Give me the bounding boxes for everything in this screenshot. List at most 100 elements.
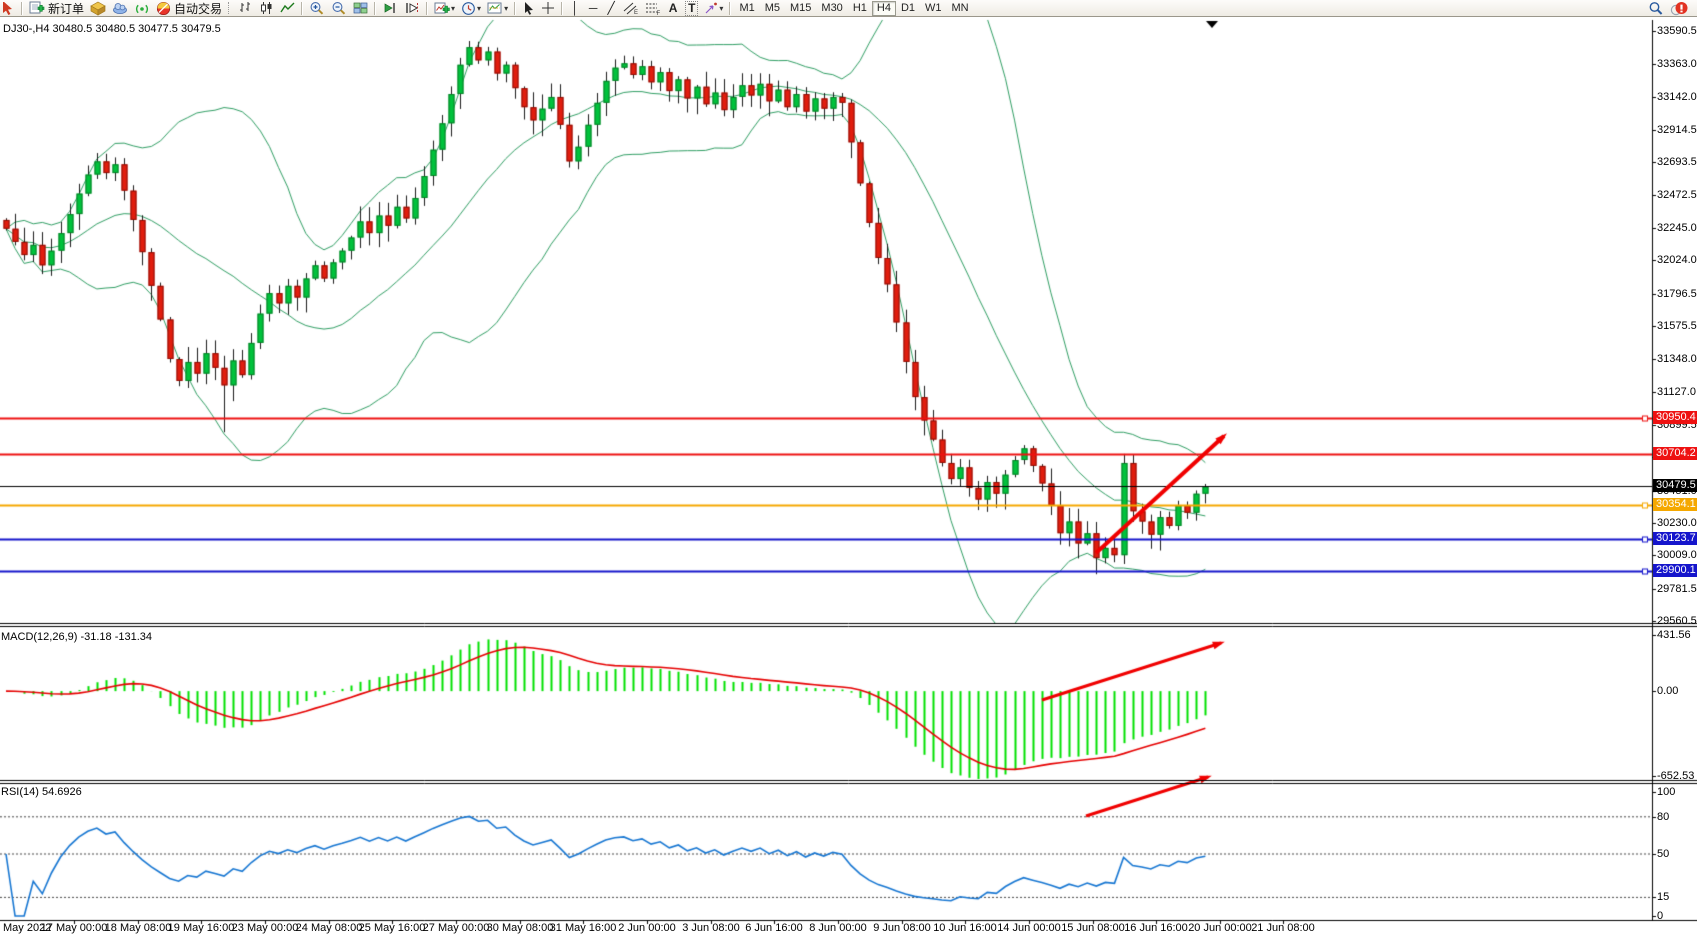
new-order-button[interactable]: 新订单	[26, 1, 87, 16]
autotrading-button[interactable]: 自动交易	[153, 1, 225, 16]
vertical-line-tool-button[interactable]: │	[566, 1, 584, 16]
new-order-label: 新订单	[48, 1, 85, 16]
channel-tool-button[interactable]: E	[620, 1, 642, 16]
time-tick-label: 6 Jun 16:00	[745, 922, 803, 934]
history-box-button[interactable]	[87, 1, 109, 16]
templates-button[interactable]: ▾	[484, 1, 511, 16]
fibonacci-tool-button[interactable]: F	[642, 1, 664, 16]
gold-box-icon	[90, 1, 106, 16]
toolbar-handle[interactable]	[228, 2, 232, 14]
time-tick-label: 23 May 00:00	[231, 922, 299, 934]
dropdown-caret-icon: ▾	[477, 3, 482, 13]
time-tick-label: 24 May 08:00	[295, 922, 363, 934]
notifications-button[interactable]	[1667, 1, 1691, 16]
chart-shift-button[interactable]	[401, 1, 423, 16]
indicators-button[interactable]: ▾	[431, 1, 458, 16]
price-tick-label: 33590.5	[1657, 25, 1697, 37]
arrows-tool-button[interactable]: ▾	[701, 1, 726, 16]
time-tick-label: 25 May 16:00	[358, 922, 426, 934]
horizontal-line-tool-button[interactable]: ─	[584, 1, 602, 16]
macd-tick-label: -652.53	[1657, 770, 1695, 782]
chart-canvas[interactable]	[0, 18, 1697, 935]
timeframe-button-h4[interactable]: H4	[871, 0, 896, 16]
bid-price-badge[interactable]: 30479.5	[1653, 479, 1697, 493]
toolbar-separator	[561, 1, 564, 15]
text-label-tool-button[interactable]: T	[682, 0, 701, 16]
rsi-label: RSI(14) 54.6926	[1, 786, 82, 798]
timeframe-button-mn[interactable]: MN	[951, 2, 969, 14]
cursor-tool-button[interactable]	[519, 1, 538, 16]
line-chart-icon	[280, 2, 295, 13]
periods-button[interactable]: ▾	[458, 1, 484, 16]
timeframe-button-m1[interactable]: M1	[739, 2, 755, 14]
candlestick-mode-button[interactable]	[256, 1, 277, 16]
timeframe-button-d1[interactable]: D1	[900, 2, 915, 14]
macd-label: MACD(12,26,9) -31.18 -131.34	[1, 631, 153, 643]
macd-tick-label: 431.56	[1657, 629, 1691, 641]
crosshair-icon	[542, 2, 555, 14]
timeframe-button-m15[interactable]: M15	[790, 2, 812, 14]
level-price-badge[interactable]: 30950.4	[1653, 410, 1697, 424]
profile-cloud-icon	[113, 2, 127, 14]
bar-chart-mode-button[interactable]	[235, 1, 256, 16]
toolbar-separator	[21, 1, 23, 15]
time-tick-label: 9 Jun 08:00	[873, 922, 931, 934]
cursor-arrow-icon	[525, 2, 534, 15]
svg-text:E: E	[634, 10, 638, 15]
zoom-in-icon	[310, 1, 324, 15]
price-tick-label: 31127.0	[1657, 385, 1696, 398]
crosshair-tool-button[interactable]	[538, 1, 558, 16]
time-tick-label: 8 Jun 00:00	[809, 922, 867, 934]
red-pointer-icon	[3, 1, 12, 15]
price-tick-label: 29560.5	[1657, 615, 1697, 627]
level-price-badge[interactable]: 30123.7	[1653, 531, 1697, 545]
rsi-tick-label: 80	[1657, 810, 1670, 823]
svg-text:F: F	[657, 11, 661, 15]
zoom-in-button[interactable]	[306, 1, 328, 16]
chart-shift-icon	[406, 3, 419, 13]
pointer-icon[interactable]	[0, 1, 18, 16]
line-chart-mode-button[interactable]	[277, 1, 298, 16]
horizontal-line-icon: ─	[588, 0, 598, 15]
text-tool-button[interactable]: A	[664, 1, 682, 16]
time-tick-label: 15 Jun 08:00	[1061, 922, 1125, 934]
timeframe-button-h1[interactable]: H1	[852, 2, 867, 14]
dropdown-caret-icon: ▾	[451, 3, 456, 13]
toolbar-separator	[426, 1, 429, 15]
candlestick-icon	[261, 2, 272, 14]
bar-chart-icon	[240, 2, 251, 12]
chart-window: DJ30-,H4 30480.5 30480.5 30477.5 30479.5…	[0, 18, 1697, 935]
time-tick-label: 27 May 00:00	[422, 922, 490, 934]
zoom-out-icon	[332, 1, 346, 15]
search-button[interactable]	[1645, 1, 1667, 16]
dropdown-caret-icon: ▾	[719, 3, 724, 13]
trendline-tool-button[interactable]: ╱	[602, 1, 620, 16]
time-tick-label: 18 May 08:00	[104, 922, 172, 934]
toolbar-separator	[514, 1, 517, 15]
auto-scroll-button[interactable]	[379, 1, 401, 16]
zoom-out-button[interactable]	[328, 1, 350, 16]
time-tick-label: 21 Jun 08:00	[1251, 922, 1315, 934]
profile-button[interactable]	[109, 1, 131, 16]
chat-notification-icon	[1670, 1, 1688, 15]
level-price-badge[interactable]: 30704.2	[1653, 446, 1697, 460]
auto-scroll-icon	[384, 3, 395, 13]
timeframe-button-m30[interactable]: M30	[821, 2, 843, 14]
level-price-badge[interactable]: 29900.1	[1653, 564, 1697, 578]
time-tick-label: 17 May 00:00	[40, 922, 108, 934]
tile-windows-button[interactable]	[350, 1, 371, 16]
signal-icon	[136, 4, 149, 13]
price-tick-label: 32472.5	[1657, 188, 1697, 201]
timeframe-button-w1[interactable]: W1	[925, 2, 942, 14]
timeframe-group: M1 M5 M15 M30 H1 H4 D1 W1 MN	[734, 0, 973, 16]
level-price-badge[interactable]: 30354.1	[1653, 497, 1697, 511]
dropdown-caret-icon: ▾	[504, 3, 509, 13]
time-tick-label: 2 Jun 00:00	[618, 922, 676, 934]
timeframe-button-m5[interactable]: M5	[764, 2, 780, 14]
time-tick-label: 30 May 08:00	[486, 922, 554, 934]
signals-button[interactable]	[131, 1, 153, 16]
time-tick-label: 16 Jun 16:00	[1124, 922, 1188, 934]
time-month-label: May 2022	[3, 922, 52, 934]
price-tick-label: 30230.0	[1657, 516, 1697, 529]
